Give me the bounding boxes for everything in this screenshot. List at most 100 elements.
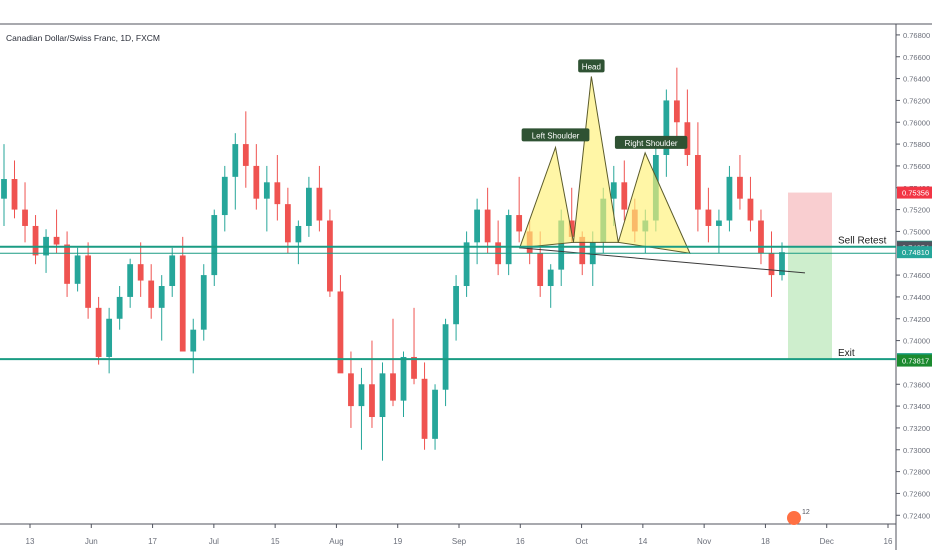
x-tick-label: Jun [85, 537, 98, 546]
candle-body [232, 144, 239, 177]
candle-body [295, 225, 302, 243]
candle-body [284, 204, 291, 243]
candle-body [190, 329, 197, 352]
y-tick-label: 0.76800 [903, 31, 930, 40]
candle-body [726, 176, 733, 221]
candle-body [53, 236, 60, 245]
candle-body [474, 209, 480, 243]
x-tick-label: 18 [761, 537, 770, 546]
x-tick-label: 14 [638, 537, 647, 546]
price-tag-bg [897, 354, 932, 367]
right-shoulder-shape [617, 151, 691, 254]
candle-body [768, 253, 775, 276]
neckline [519, 247, 806, 274]
stop-loss-zone [788, 192, 832, 247]
candle-body [316, 187, 323, 221]
x-tick-label: Nov [697, 537, 711, 546]
candle-body [22, 209, 28, 226]
candle-body [442, 324, 449, 390]
candle-body [568, 220, 575, 237]
y-tick-label: 0.75600 [903, 162, 930, 171]
candle-body [663, 100, 670, 156]
left-shoulder-label-bg [521, 128, 590, 142]
y-tick-label: 0.74000 [903, 337, 930, 346]
candle-body [116, 296, 123, 319]
candle-body [453, 286, 459, 325]
left-shoulder-label-text: Left Shoulder [532, 131, 580, 140]
price-tag-label: 0.75356 [902, 189, 929, 198]
alerts-badge: 12 [787, 509, 810, 525]
candle-body [579, 236, 586, 265]
candle-body [179, 255, 186, 352]
candle-body [673, 100, 680, 123]
y-tick-label: 0.72800 [903, 468, 930, 477]
candle-body [484, 209, 491, 243]
candle-body [537, 253, 544, 287]
candle-body [737, 176, 743, 199]
candle-body [11, 179, 18, 210]
head-label: Head [578, 59, 605, 73]
candle-body [158, 286, 165, 308]
candle-body [747, 198, 754, 221]
candle-body [695, 155, 701, 210]
right-shoulder-label-bg [614, 135, 688, 149]
candle-body [306, 187, 312, 226]
price-tag-bg [897, 246, 932, 259]
price-tag-bg [897, 186, 932, 199]
candle-body [64, 244, 70, 284]
x-tick-label: 15 [271, 537, 280, 546]
candle-body [463, 242, 470, 287]
candle-body [74, 255, 81, 284]
candle-body [1, 179, 7, 199]
x-tick-label: 17 [148, 537, 157, 546]
candle-body [758, 220, 764, 254]
price-tag-label: 0.73817 [902, 357, 929, 366]
y-tick-label: 0.75000 [903, 227, 930, 236]
candle-body [547, 269, 554, 287]
alerts-badge-count: 12 [802, 509, 810, 516]
candle-body [169, 255, 176, 287]
candle-body [621, 182, 628, 210]
candle-body [516, 215, 523, 232]
candle-body [369, 384, 375, 418]
candle-body [327, 220, 333, 292]
alerts-badge-icon [787, 511, 801, 525]
candle-body [358, 384, 365, 407]
x-tick-label: Jul [209, 537, 219, 546]
candle-body [211, 215, 218, 276]
head-label-bg [578, 59, 605, 73]
candle-body [400, 356, 407, 401]
left-shoulder-shape [518, 145, 575, 249]
candle-body [200, 275, 207, 330]
candle-body [221, 176, 228, 216]
x-tick-label: Dec [820, 537, 834, 546]
candle-body [390, 373, 396, 401]
y-tick-label: 0.73000 [903, 446, 930, 455]
candle-body [684, 122, 691, 156]
candle-body [337, 291, 344, 374]
y-tick-label: 0.72400 [903, 511, 930, 520]
candle-body [253, 165, 260, 199]
x-tick-label: 19 [393, 537, 402, 546]
x-tick-label: 13 [26, 537, 35, 546]
level-label: Exit [838, 348, 855, 359]
symbol-title: Canadian Dollar/Swiss Franc, 1D, FXCM [6, 33, 160, 43]
candle-body [779, 252, 785, 276]
candle-body [148, 280, 155, 308]
candle-body [274, 182, 281, 205]
y-tick-label: 0.72600 [903, 489, 930, 498]
y-tick-label: 0.74600 [903, 271, 930, 280]
right-shoulder-label: Right Shoulder [614, 135, 688, 149]
take-profit-zone [788, 246, 832, 360]
x-tick-label: Aug [329, 537, 343, 546]
y-tick-label: 0.73200 [903, 424, 930, 433]
head-shape [572, 76, 619, 243]
candle-body [705, 209, 712, 226]
level-label: Sell Retest [838, 236, 887, 247]
y-tick-label: 0.76600 [903, 53, 930, 62]
candle-body [411, 356, 417, 379]
candle-body [558, 220, 565, 270]
right-shoulder-label-text: Right Shoulder [625, 139, 678, 148]
